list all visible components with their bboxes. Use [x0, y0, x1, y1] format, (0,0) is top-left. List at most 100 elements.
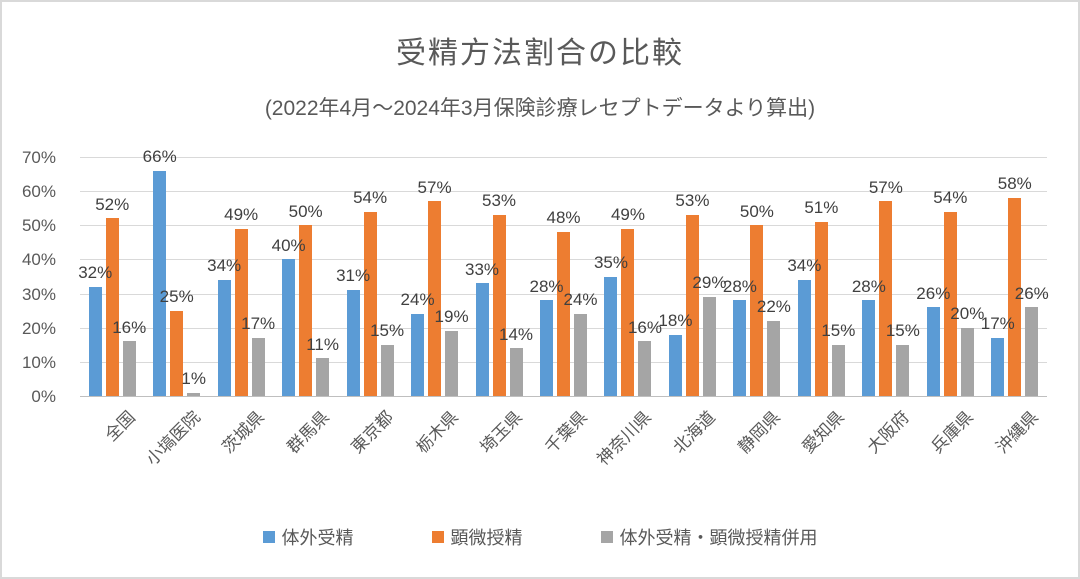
bar-value-label: 28%: [529, 276, 564, 296]
bar-体外受精: [153, 170, 167, 396]
bar-顕微授精: [363, 211, 377, 396]
x-axis-line: [80, 396, 1047, 397]
bar-体外受精: [797, 279, 811, 396]
bar-体外受精: [411, 314, 425, 396]
bar-体外受精: [475, 283, 489, 396]
bar-value-label: 26%: [1014, 283, 1049, 303]
bar-体外受精・顕微授精併用: [960, 327, 974, 396]
bar-value-label: 1%: [181, 368, 206, 388]
legend-label: 体外受精: [281, 528, 354, 548]
y-tick-label: 50%: [21, 216, 56, 236]
x-category-label: 沖縄県: [992, 407, 1042, 458]
y-tick-label: 40%: [21, 250, 56, 270]
bar-体外受精・顕微授精併用: [1025, 307, 1039, 396]
legend: 体外受精 顕微授精 体外受精・顕微授精併用: [2, 524, 1078, 550]
bar-顕微授精: [750, 225, 764, 396]
x-category-label: 愛知県: [798, 407, 849, 458]
gridline: [80, 157, 1047, 158]
bar-体外受精: [991, 337, 1005, 396]
bar-value-label: 26%: [916, 283, 951, 303]
bar-体外受精・顕微授精併用: [638, 341, 652, 396]
bar-value-label: 24%: [563, 290, 598, 310]
bar-顕微授精: [1008, 197, 1022, 396]
legend-label: 体外受精・顕微授精併用: [619, 528, 818, 548]
bar-顕微授精: [105, 218, 119, 396]
x-category-label: 小塙医院: [142, 407, 204, 470]
bar-value-label: 16%: [112, 317, 147, 337]
bar-体外受精: [604, 276, 618, 396]
y-tick-label: 30%: [21, 284, 56, 304]
bar-value-label: 48%: [546, 208, 581, 228]
x-category-label: 大阪府: [863, 407, 913, 458]
bar-体外受精: [282, 259, 296, 396]
y-tick-label: 0%: [31, 387, 56, 406]
bar-value-label: 54%: [933, 187, 968, 207]
bar-value-label: 51%: [804, 198, 839, 218]
chart-subtitle: (2022年4月～2024年3月保険診療レセプトデータより算出): [264, 97, 816, 120]
legend-swatch: [262, 531, 275, 543]
bar-体外受精・顕微授精併用: [702, 297, 716, 396]
bar-顕微授精: [943, 211, 957, 396]
bar-value-label: 28%: [722, 276, 757, 296]
bar-体外受精: [733, 300, 747, 396]
bar-体外受精・顕微授精併用: [509, 348, 523, 396]
bar-顕微授精: [557, 232, 570, 396]
bar-体外受精・顕微授精併用: [316, 358, 330, 396]
bar-value-label: 29%: [692, 273, 727, 293]
y-tick-label: 60%: [21, 182, 56, 202]
bar-value-label: 11%: [306, 334, 339, 354]
bar-体外受精: [540, 300, 553, 396]
bar-value-label: 22%: [756, 297, 791, 317]
bar-value-label: 33%: [465, 259, 500, 279]
bar-value-label: 20%: [950, 304, 985, 324]
bar-value-label: 31%: [336, 266, 371, 286]
bar-value-label: 49%: [224, 205, 259, 225]
plot-area: 32% 52% 16% 66% 25% 1% 34% 49% 17% 40% 50% 11% 31% 54…: [78, 147, 1049, 397]
legend-item: 顕微授精: [431, 524, 523, 550]
bar-value-label: 14%: [499, 324, 534, 344]
bar-value-label: 34%: [207, 256, 242, 276]
bar-value-label: 15%: [885, 321, 920, 341]
bar-value-label: 15%: [370, 321, 405, 341]
bar-value-label: 58%: [997, 174, 1032, 194]
bar-value-label: 28%: [851, 276, 886, 296]
bar-value-label: 50%: [288, 201, 323, 221]
bar-体外受精・顕微授精併用: [574, 314, 587, 396]
x-category-label: 栃木県: [412, 407, 462, 458]
legend-label: 顕微授精: [450, 528, 523, 548]
bar-体外受精・顕微授精併用: [767, 320, 781, 396]
bar-体外受精: [88, 286, 102, 396]
bar-value-label: 57%: [417, 177, 452, 197]
bar-体外受精: [668, 334, 682, 396]
bar-value-label: 53%: [482, 191, 517, 211]
x-category-label: 兵庫県: [927, 407, 978, 458]
bar-value-label: 17%: [241, 314, 276, 334]
legend-item: 体外受精: [262, 524, 354, 550]
bar-体外受精・顕微授精併用: [896, 344, 910, 396]
bar-体外受精・顕微授精併用: [187, 392, 201, 396]
x-category-label: 神奈川県: [593, 407, 655, 470]
chart-title: 受精方法割合の比較: [396, 37, 684, 70]
bar-顕微授精: [685, 215, 699, 396]
bar-顕微授精: [170, 310, 184, 396]
bar-value-label: 35%: [593, 252, 628, 272]
bar-value-label: 52%: [95, 194, 130, 214]
y-tick-label: 10%: [21, 352, 56, 372]
x-category-label: 北海道: [669, 407, 720, 458]
y-tick-label: 70%: [21, 148, 56, 167]
bar-体外受精・顕微授精併用: [831, 344, 845, 396]
bar-顕微授精: [814, 221, 828, 396]
bar-value-label: 18%: [658, 310, 693, 330]
bar-体外受精・顕微授精併用: [380, 344, 394, 396]
bar-value-label: 49%: [610, 205, 645, 225]
gridline: [80, 191, 1047, 193]
bar-体外受精・顕微授精併用: [445, 331, 459, 396]
bar-体外受精: [346, 290, 360, 396]
bar-体外受精・顕微授精併用: [122, 341, 136, 396]
legend-swatch: [431, 531, 444, 543]
bar-value-label: 25%: [159, 286, 194, 306]
x-category-label: 埼玉県: [476, 407, 527, 458]
x-category-label: 全国: [101, 407, 140, 446]
bar-value-label: 34%: [787, 256, 822, 276]
